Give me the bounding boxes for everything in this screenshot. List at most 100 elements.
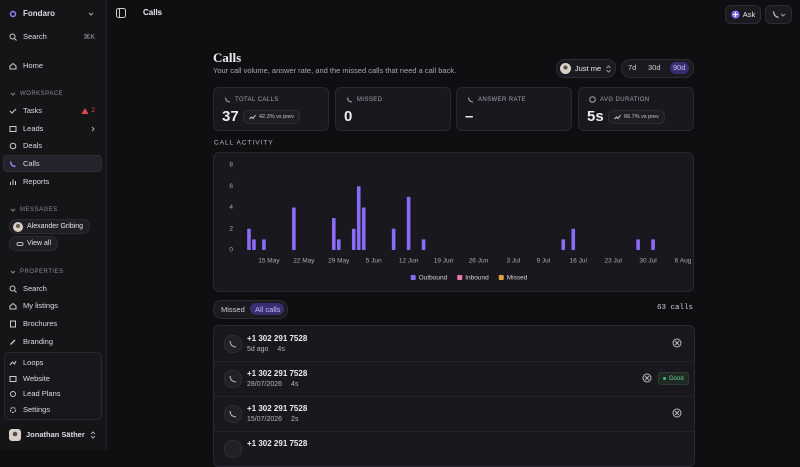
nav-item[interactable]: Tasks 2	[4, 103, 101, 118]
stat-card: AVG DURATION 5s 66.7% vs prev	[578, 87, 694, 131]
call-meta: 5d ago 4s	[247, 346, 294, 353]
nav-item-active[interactable]: Calls	[3, 155, 102, 172]
workspace-switcher[interactable]: Fondaro	[4, 6, 101, 21]
transcript-icon[interactable]	[672, 408, 682, 418]
tab-active-bg	[250, 303, 284, 315]
range-option[interactable]: 7d	[628, 63, 637, 72]
nav-item[interactable]: Reports	[4, 174, 101, 189]
transcript-icon[interactable]	[642, 373, 652, 383]
call-row[interactable]: +1 302 291 7528	[214, 431, 694, 466]
filter-label: Just me	[574, 64, 602, 73]
stat-icon	[589, 96, 596, 103]
nav-label: Deals	[23, 141, 43, 150]
section-title: PROPERTIES	[10, 269, 64, 275]
transcript-icon[interactable]	[672, 338, 682, 348]
brochure-icon	[10, 320, 16, 327]
loops-icon	[9, 360, 17, 365]
bar	[636, 239, 640, 250]
stat-label: MISSED	[346, 96, 382, 103]
nav-item[interactable]: Website	[4, 371, 101, 386]
stat-label: ANSWER RATE	[467, 96, 526, 103]
legend-label: Inbound	[465, 275, 489, 282]
range-option[interactable]: 30d	[648, 63, 661, 72]
phone-button[interactable]	[765, 5, 792, 24]
nav-item[interactable]: Search	[4, 281, 101, 296]
nav-label: Settings	[23, 405, 51, 414]
chart: CALL ACTIVITY 0 2 4 6 8 15 May 22 May 29 May 5 J…	[213, 140, 694, 292]
bar	[331, 218, 336, 250]
x-tick-label: 5 Jun	[366, 258, 382, 265]
nav-item[interactable]: Settings	[4, 402, 101, 417]
nav-label: Reports	[23, 177, 50, 186]
tab[interactable]: Missed	[221, 305, 245, 314]
stat-label-text: MISSED	[357, 96, 383, 103]
search-icon	[9, 285, 17, 293]
phone-glyph	[229, 340, 237, 348]
trend-icon	[249, 114, 256, 120]
user-menu[interactable]: Jonathan Säther	[4, 427, 101, 442]
avatar	[13, 221, 23, 232]
stat-label: AVG DURATION	[589, 96, 650, 103]
nav-label: Branding	[23, 337, 54, 346]
nav-item[interactable]: Home	[4, 58, 101, 73]
search[interactable]: Search ⌘K	[4, 29, 101, 44]
sidebar-toggle[interactable]	[116, 8, 126, 18]
stat-delta: 66.7% vs prev	[608, 110, 665, 124]
chevron	[90, 430, 96, 439]
y-tick-label: 2	[229, 225, 233, 232]
nav-label: Brochures	[23, 319, 58, 328]
call-time: 15/07/2026	[247, 416, 283, 423]
x-tick-label: 16 Jul	[570, 258, 588, 265]
x-tick-label: 19 Jun	[434, 258, 454, 265]
nav-label: Search	[23, 284, 47, 293]
phone-icon	[224, 440, 242, 458]
page-title: Calls	[143, 8, 163, 17]
message-contact[interactable]: Alexander Gribing	[9, 219, 91, 234]
nav-item[interactable]: Loops	[4, 355, 101, 370]
sidebar: Fondaro Search ⌘K Home WORKSPACE Tasks 2…	[0, 0, 107, 450]
section-title: WORKSPACE	[10, 91, 63, 97]
stat-delta-text: 42.3% vs prev	[259, 114, 294, 120]
view-all[interactable]: View all	[9, 236, 58, 251]
bar	[351, 228, 356, 250]
nav-label: Lead Plans	[23, 389, 61, 398]
call-duration: 4s	[277, 346, 285, 353]
legend-swatch	[457, 275, 463, 280]
y-tick-label: 4	[229, 204, 233, 211]
nav-label: Tasks	[23, 106, 43, 115]
call-row[interactable]: +1 302 291 7528 28/07/2026 4s Good	[214, 361, 694, 397]
bar	[391, 228, 396, 250]
tasks-icon	[9, 108, 17, 114]
bar	[247, 228, 251, 250]
call-count: 63 calls	[656, 304, 693, 312]
nav-item[interactable]: Deals	[4, 138, 101, 153]
phone-icon	[224, 335, 242, 353]
reports-icon	[10, 179, 16, 185]
stat-card: MISSED 0	[335, 87, 451, 131]
range-option-active[interactable]: 90d	[673, 63, 686, 72]
call-row[interactable]: +1 302 291 7528 15/07/2026 2s	[214, 396, 694, 432]
nav-item[interactable]: Leads	[4, 121, 101, 136]
ask-button[interactable]: Ask	[725, 5, 761, 24]
nav-item[interactable]: Brochures	[4, 316, 101, 331]
range-active-bg	[670, 62, 689, 74]
warning-icon	[81, 107, 89, 114]
section-label: PROPERTIES	[20, 269, 64, 275]
calls-icon	[9, 160, 16, 167]
user-name: Jonathan Säther	[26, 430, 85, 439]
call-duration: 2s	[291, 416, 299, 423]
owner-filter[interactable]: Just me	[556, 59, 616, 78]
nav-item[interactable]: My listings	[4, 298, 101, 313]
stat-value: 37	[222, 108, 239, 125]
phone-icon	[224, 405, 242, 423]
stat-card: ANSWER RATE –	[456, 87, 572, 131]
tab-active[interactable]: All calls	[255, 305, 281, 314]
call-row[interactable]: +1 302 291 7528 5d ago 4s	[214, 326, 694, 362]
bar	[252, 239, 256, 250]
nav-item[interactable]: Branding	[4, 334, 101, 349]
x-tick-label: 6 Aug	[675, 258, 692, 265]
ask-label: Ask	[742, 10, 756, 19]
bar	[292, 207, 296, 250]
x-tick-label: 15 May	[258, 258, 280, 265]
nav-item[interactable]: Lead Plans	[4, 386, 101, 401]
